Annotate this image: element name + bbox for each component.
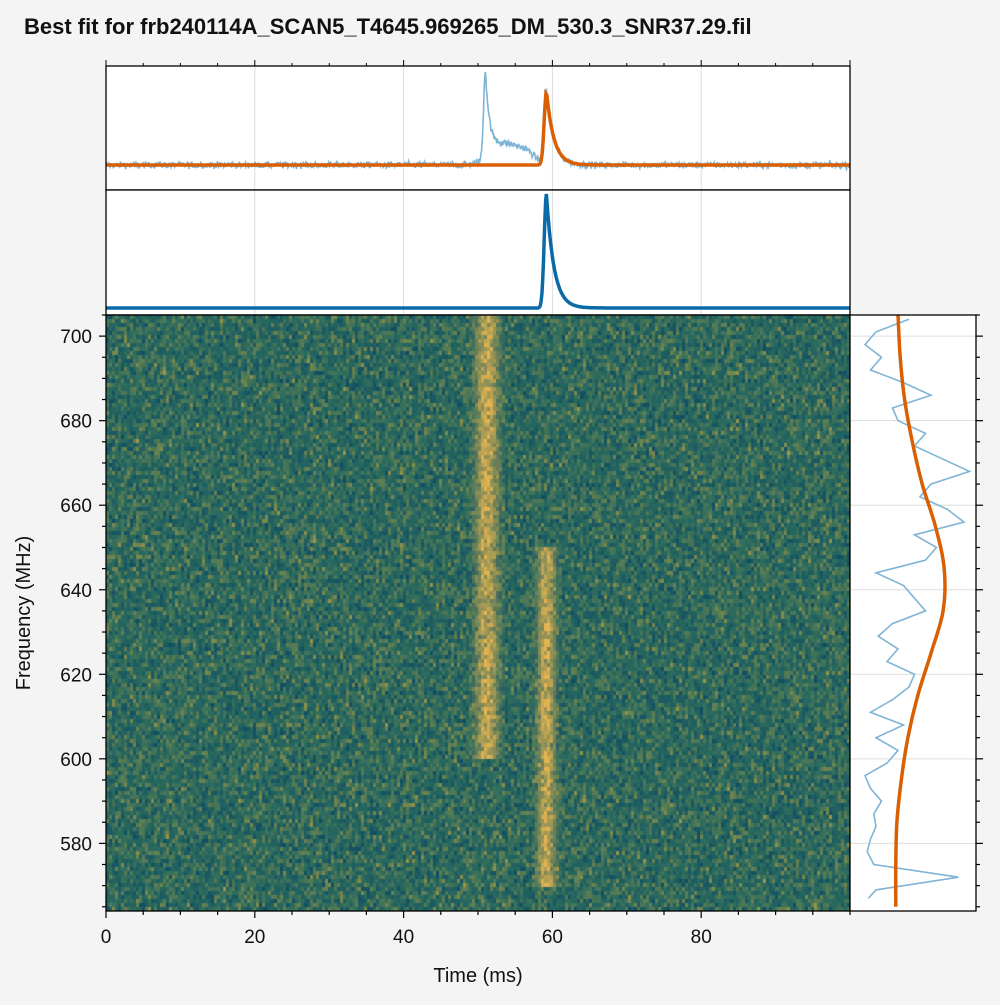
waterfall-panel: 0 20 40 60 80 580 600 620 640 660 680 700 — [60, 314, 851, 948]
spectrum-frame — [849, 314, 977, 912]
model-component-panel — [105, 189, 851, 316]
x-tick-label: 0 — [101, 927, 112, 948]
waterfall-image — [106, 315, 850, 911]
x-axis-label: Time (ms) — [433, 965, 522, 987]
model-spectrum-line — [893, 314, 947, 907]
profile-background — [106, 66, 850, 190]
y-tick-label: 600 — [60, 750, 92, 771]
time-profile-panel — [105, 60, 851, 191]
y-tick-label: 660 — [60, 496, 92, 517]
chart-title: Best fit for frb240114A_SCAN5_T4645.9692… — [24, 14, 752, 39]
spectrum-background — [850, 315, 976, 911]
x-tick-label: 60 — [542, 927, 563, 948]
y-tick-label: 680 — [60, 412, 92, 433]
x-tick-label: 80 — [691, 927, 712, 948]
y-tick-label: 640 — [60, 581, 92, 602]
y-tick-label: 620 — [60, 665, 92, 686]
model-component-line — [106, 193, 850, 310]
y-tick-label: 700 — [60, 327, 92, 348]
spectrum-panel — [849, 314, 983, 912]
y-tick-label: 580 — [60, 834, 92, 855]
model-profile-line — [106, 88, 850, 167]
component-background — [106, 190, 850, 315]
x-tick-label: 20 — [244, 927, 265, 948]
x-tick-label: 40 — [393, 927, 414, 948]
y-axis-label: Frequency (MHz) — [13, 536, 35, 690]
observed-spectrum-line — [863, 318, 972, 899]
